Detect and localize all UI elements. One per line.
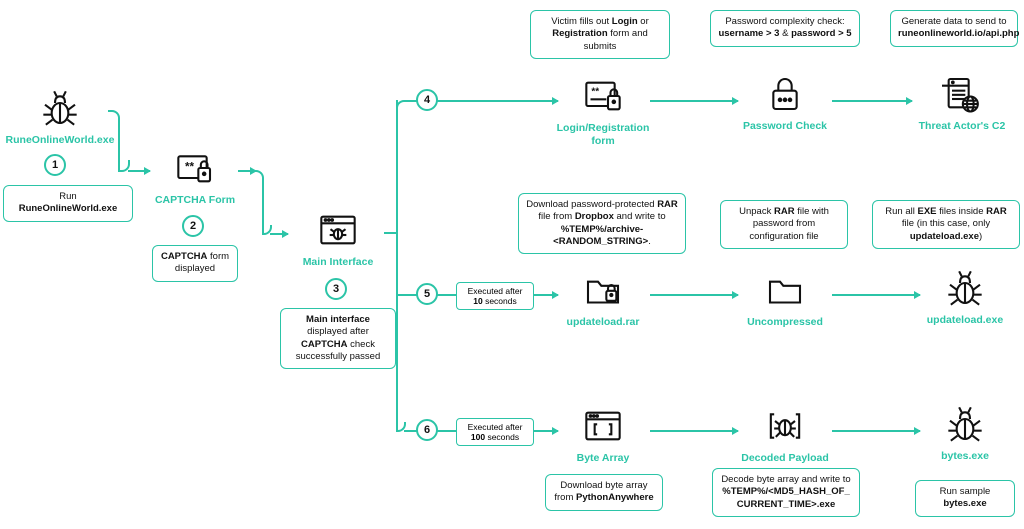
arrow (128, 170, 150, 172)
folder-icon (761, 268, 809, 312)
desc-box-4a: Victim fills out Login or Registration f… (530, 10, 670, 59)
node-label: RuneOnlineWorld.exe (6, 134, 115, 147)
password-check-icon (761, 72, 809, 116)
node-pwcheck: Password Check (740, 72, 830, 133)
arrow (650, 100, 738, 102)
bug-icon (941, 402, 989, 446)
arrow (270, 233, 288, 235)
node-label: CAPTCHA Form (155, 194, 235, 207)
desc-box-6c: Run sample bytes.exe (915, 480, 1015, 517)
step-badge-1: 1 (44, 154, 66, 176)
node-updexe: updateload.exe (920, 266, 1010, 327)
node-login: ** Login/Registration form (558, 74, 648, 148)
bug-icon (36, 86, 84, 130)
node-label: Login/Registration form (557, 122, 650, 148)
svg-text:**: ** (185, 161, 195, 174)
node-bytearr: Byte Array (558, 404, 648, 465)
timer-box-6: Executed after 100 seconds (456, 418, 534, 446)
desc-box-6a: Download byte array from PythonAnywhere (545, 474, 663, 511)
node-label: Password Check (743, 120, 827, 133)
desc-box-5b: Unpack RAR file with password from confi… (720, 200, 848, 249)
arrow (832, 100, 912, 102)
login-form-icon: ** (579, 74, 627, 118)
step-badge-6: 6 (416, 419, 438, 441)
connector (396, 100, 398, 432)
desc-box-4b: Password complexity check: username > 3 … (710, 10, 860, 47)
desc-box-5c: Run all EXE files inside RAR file (in th… (872, 200, 1020, 249)
captcha-form-icon: ** (171, 146, 219, 190)
timer-box-5: Executed after 10 seconds (456, 282, 534, 310)
node-bytes: bytes.exe (920, 402, 1010, 463)
step-badge-5: 5 (416, 283, 438, 305)
node-label: Main Interface (303, 256, 374, 269)
step-badge-4: 4 (416, 89, 438, 111)
node-label: Uncompressed (747, 316, 823, 329)
node-captcha: ** CAPTCHA Form (150, 146, 240, 207)
arrow (832, 430, 920, 432)
node-start: RuneOnlineWorld.exe (10, 86, 110, 147)
desc-box-6b: Decode byte array and write to %TEMP%/<M… (712, 468, 860, 517)
locked-folder-icon (579, 268, 627, 312)
node-main: Main Interface (288, 208, 388, 269)
node-label: updateload.rar (567, 316, 640, 329)
svg-text:**: ** (591, 86, 599, 97)
arrow (832, 294, 920, 296)
node-label: Byte Array (577, 452, 630, 465)
node-uncomp: Uncompressed (740, 268, 830, 329)
desc-box-4c: Generate data to send to runeonlineworld… (890, 10, 1018, 47)
server-globe-icon (938, 72, 986, 116)
step-badge-2: 2 (182, 215, 204, 237)
node-rar: updateload.rar (558, 268, 648, 329)
node-label: Threat Actor's C2 (919, 120, 1006, 133)
node-c2: Threat Actor's C2 (912, 72, 1012, 133)
desc-box-1: Run RuneOnlineWorld.exe (3, 185, 133, 222)
node-label: bytes.exe (941, 450, 989, 463)
arrow (650, 430, 738, 432)
byte-array-icon (579, 404, 627, 448)
node-decoded: Decoded Payload (740, 404, 830, 465)
decoded-payload-icon (761, 404, 809, 448)
bug-icon (941, 266, 989, 310)
desc-box-3: Main interface displayed after CAPTCHA c… (280, 308, 396, 369)
step-badge-3: 3 (325, 278, 347, 300)
node-label: Decoded Payload (741, 452, 829, 465)
arrow (650, 294, 738, 296)
desc-box-5a: Download password-protected RAR file fro… (518, 193, 686, 254)
app-window-bug-icon (314, 208, 362, 252)
desc-box-2: CAPTCHA form displayed (152, 245, 238, 282)
node-label: updateload.exe (927, 314, 1003, 327)
